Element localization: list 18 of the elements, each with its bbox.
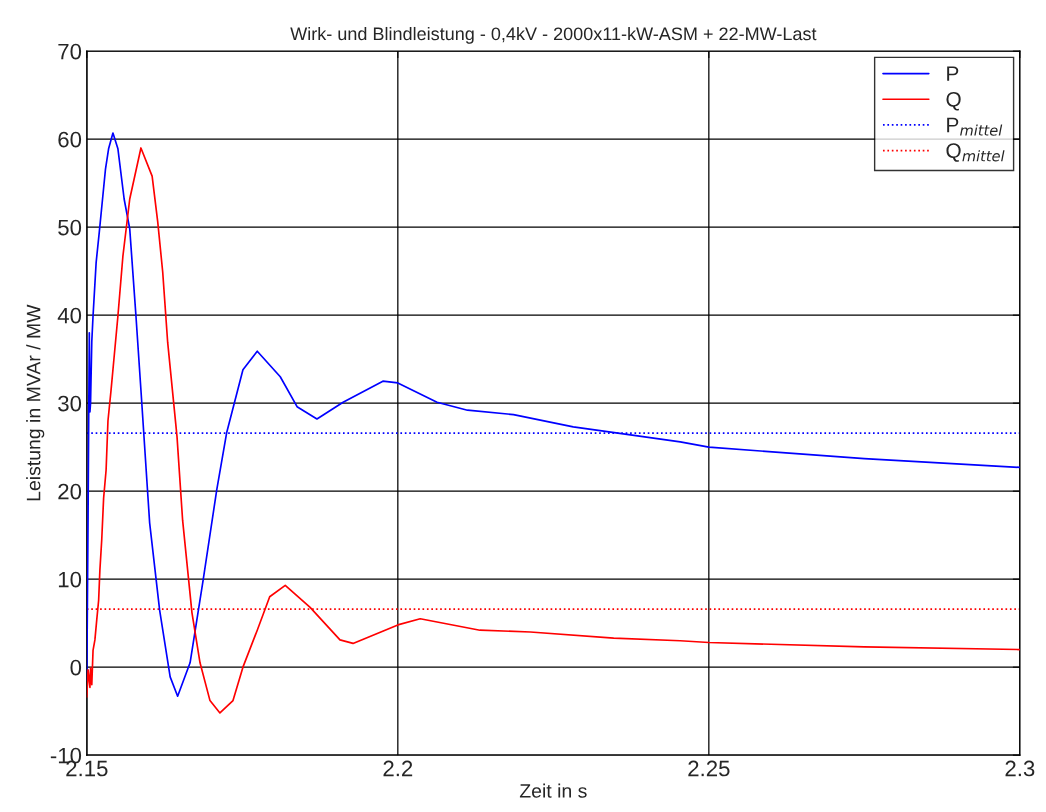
x-axis-title: Zeit in s [519, 783, 587, 798]
legend-label: Q$_{mittel}$ [946, 143, 1005, 162]
y-axis-title: Leistung in MVAr / MW [26, 304, 45, 501]
y-tick-label: 20 [58, 483, 82, 500]
x-tick-label: 2.2 [383, 760, 413, 777]
y-tick-label: 40 [57, 307, 82, 324]
x-tick-label: 2.25 [688, 760, 730, 777]
y-tick-label: 60 [58, 131, 82, 148]
chart-title: Wirk- und Blindleistung - 0,4kV - 2000x11-kW-ASM + 22-MW-Last [290, 26, 817, 44]
y-tick-label: 0 [70, 659, 82, 676]
y-tick-label: 50 [58, 219, 82, 236]
x-tick-label: 2.3 [1005, 760, 1035, 777]
legend-label: Q [946, 91, 961, 111]
legend-label: P$_{mittel}$ [947, 117, 1003, 136]
y-tick-label: 10 [58, 571, 82, 588]
legend-label: P [947, 66, 959, 81]
y-tick-label: 30 [58, 395, 82, 412]
y-tick-label: 70 [58, 43, 82, 60]
